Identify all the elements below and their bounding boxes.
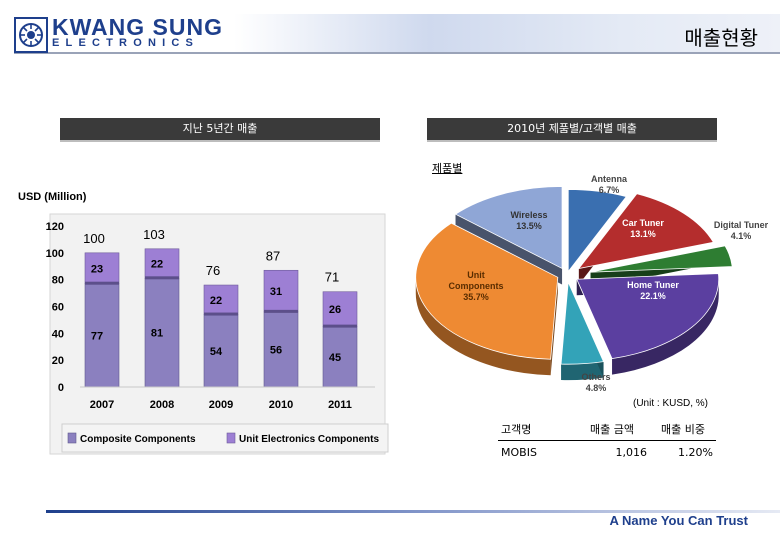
bar-composite-2011	[322, 326, 358, 388]
customer-sales-table: 고객명 매출 금액 매출 비중 MOBIS 1,016 1.20%	[498, 418, 716, 463]
pie-slice-wireless	[454, 186, 563, 270]
bar-value-label-composite: 45	[329, 352, 341, 364]
pie-label-unit-components: Unit Components 35.7%	[449, 270, 504, 302]
legend-swatch-unit-electronics	[226, 432, 236, 444]
x-tick-label: 2011	[328, 399, 352, 411]
bar-value-label-unit-electronics: 22	[151, 259, 163, 271]
x-tick-label: 2008	[150, 399, 174, 411]
table-header-amount: 매출 금액	[574, 418, 650, 441]
bar-composite-2008	[144, 278, 180, 388]
bar-divider	[323, 324, 357, 328]
pie-label-antenna: Antenna 6.7%	[591, 174, 628, 195]
company-tagline: A Name You Can Trust	[609, 513, 748, 528]
pie-label-digital-tuner: Digital Tuner 4.1%	[714, 220, 769, 241]
product-section-label: 제품별	[432, 162, 463, 175]
unit-label-usd: USD (Million)	[18, 191, 87, 203]
bar-value-label-composite: 54	[210, 346, 223, 358]
bar-total-label: 103	[143, 227, 165, 242]
bar-chart-x-axis: 2007 2008 2009 2010 2011	[80, 386, 375, 411]
bar-value-label-composite: 56	[270, 344, 282, 356]
pie-slice-side-others	[561, 361, 604, 381]
bar-chart-total-labels: 100 103 76 87 71	[83, 227, 339, 285]
legend-swatch-composite	[67, 432, 77, 444]
y-tick-label: 20	[52, 355, 64, 367]
bar-value-label-unit-electronics: 22	[210, 295, 222, 307]
table-cell-share: 1.20%	[678, 445, 713, 459]
y-tick-label: 0	[58, 382, 64, 394]
x-tick-label: 2007	[90, 399, 114, 411]
table-header-customer: 고객명	[498, 418, 574, 441]
pie-slice-digital-tuner	[590, 245, 733, 273]
pie-label-wireless: Wireless 13.5%	[511, 210, 548, 231]
header-band	[0, 14, 780, 54]
unit-label-kusd: (Unit : KUSD, %)	[633, 398, 709, 409]
x-tick-label: 2010	[269, 399, 293, 411]
table-cell-customer: MOBIS	[501, 445, 537, 459]
bar-value-label-composite: 81	[151, 328, 163, 340]
bar-unit-electronics-2007	[84, 252, 120, 284]
legend-label-unit-electronics: Unit Electronics Components	[239, 434, 379, 445]
pie-slice-unit-components	[415, 222, 559, 360]
y-tick-label: 100	[46, 248, 64, 260]
bar-composite-2007	[84, 283, 120, 388]
y-tick-label: 40	[52, 328, 64, 340]
bar-composite-2010	[263, 311, 299, 388]
pie-label-others: Others 4.8%	[581, 372, 610, 393]
pie-slice-home-tuner	[576, 273, 720, 360]
bar-divider	[264, 309, 298, 313]
bar-value-label-unit-electronics: 26	[329, 304, 341, 316]
table-header-share: 매출 비중	[650, 418, 716, 441]
bar-chart-legend: Composite Components Unit Electronics Com…	[61, 423, 389, 453]
bar-value-label-composite: 77	[91, 330, 103, 342]
pie-slices	[415, 186, 733, 381]
legend-box	[61, 423, 389, 453]
table-cell-amount: 1,016	[615, 445, 648, 459]
y-tick-label: 120	[46, 221, 64, 233]
page-title: 매출현황	[684, 26, 758, 50]
section-header-2010-breakdown: 2010년 제품별/고객별 매출	[427, 118, 717, 142]
company-logo-icon	[14, 17, 48, 53]
pie-slice-antenna	[567, 189, 627, 273]
y-tick-label: 60	[52, 302, 64, 314]
bar-chart-y-axis: 0 20 40 60 80 100 120	[46, 221, 64, 394]
bar-unit-electronics-2008	[144, 248, 180, 279]
bar-divider	[145, 276, 179, 280]
bar-value-label-unit-electronics: 31	[270, 286, 282, 298]
legend-label-composite: Composite Components	[80, 434, 196, 445]
pie-label-home-tuner: Home Tuner 22.1%	[627, 280, 679, 301]
header-divider	[14, 52, 780, 54]
pie-slice-side-home-tuner	[612, 279, 719, 375]
bar-divider	[204, 312, 238, 316]
footer-divider	[46, 510, 780, 513]
brand-name: KWANG SUNG	[52, 14, 223, 40]
bar-unit-electronics-2011	[322, 291, 358, 327]
brand-subname: ELECTRONICS	[52, 37, 200, 49]
bar-divider	[85, 281, 119, 285]
table-header-row: 고객명 매출 금액 매출 비중	[498, 418, 716, 441]
section-header-sales-5yr: 지난 5년간 매출	[60, 118, 380, 142]
pie-slice-car-tuner	[577, 193, 714, 270]
pie-slice-others	[560, 282, 605, 365]
bar-total-label: 76	[206, 263, 220, 278]
pie-slice-side-unit-components	[415, 277, 551, 376]
bar-value-label-unit-electronics: 23	[91, 263, 103, 275]
bar-total-label: 87	[266, 248, 280, 263]
x-tick-label: 2009	[209, 399, 233, 411]
bar-chart-bars: 77 23 81 22 54 22 56 31 45 26	[84, 248, 358, 388]
bar-total-label: 100	[83, 231, 105, 246]
y-tick-label: 80	[52, 275, 64, 287]
bar-total-label: 71	[325, 270, 339, 285]
table-row: MOBIS 1,016 1.20%	[498, 441, 716, 464]
bar-unit-electronics-2010	[263, 269, 299, 313]
sales-stacked-bar-chart: 0 20 40 60 80 100 120 77 23 81 22 54 22 56 31 45 26 100…	[46, 213, 389, 455]
pie-labels: Antenna 6.7% Car Tuner 13.1% Digital Tuner 4.…	[449, 174, 769, 393]
bar-unit-electronics-2009	[203, 284, 239, 315]
pie-label-car-tuner: Car Tuner 13.1%	[622, 218, 664, 239]
product-sales-pie-chart: Antenna 6.7% Car Tuner 13.1% Digital Tuner 4.…	[415, 174, 769, 393]
